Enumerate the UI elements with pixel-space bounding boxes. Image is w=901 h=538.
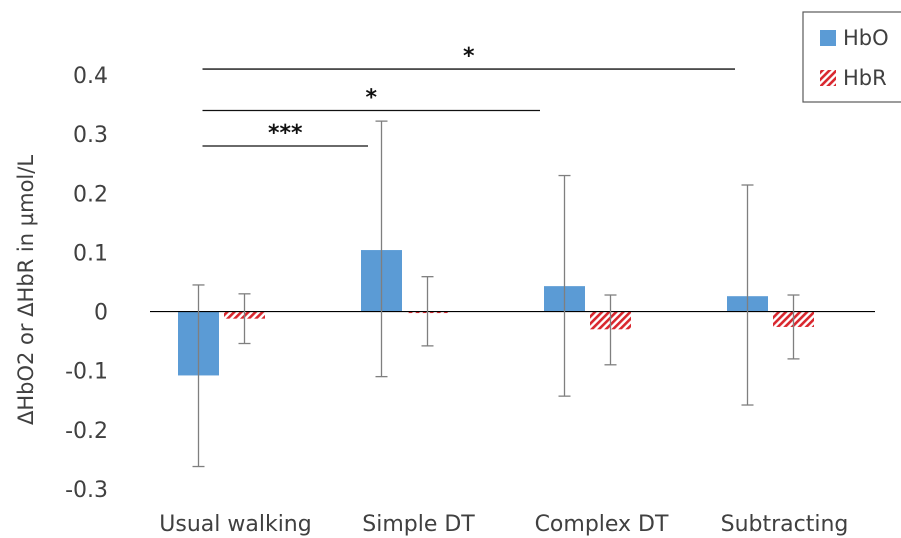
x-category-label: Usual walking <box>159 512 311 537</box>
legend-label: HbR <box>843 66 887 90</box>
bars <box>178 250 814 376</box>
y-axis: 0.4 0.3 0.2 0.1 0 -0.1 -0.2 -0.3 <box>65 64 108 503</box>
y-tick-label: 0.1 <box>73 241 108 266</box>
error-bars <box>192 120 800 468</box>
y-tick-label: 0 <box>94 301 108 326</box>
significance-label: * <box>463 44 475 69</box>
significance-label: * <box>365 85 377 110</box>
y-tick-label: 0.4 <box>73 64 108 89</box>
x-category-label: Simple DT <box>362 512 475 537</box>
y-tick-label: -0.2 <box>65 419 108 444</box>
y-tick-label: -0.1 <box>65 360 108 385</box>
y-tick-label: 0.3 <box>73 123 108 148</box>
y-tick-label: -0.3 <box>65 478 108 503</box>
legend: HbO HbR <box>802 11 901 103</box>
x-category-label: Subtracting <box>721 512 849 537</box>
legend-swatch-hbr <box>820 70 836 86</box>
y-axis-label: ΔHbO2 or ΔHbR in µmol/L <box>14 155 38 425</box>
legend-label: HbO <box>843 26 889 50</box>
legend-swatch-hbo <box>820 30 836 46</box>
significance-label: *** <box>268 121 303 146</box>
y-tick-label: 0.2 <box>73 182 108 207</box>
significance-brackets: ***** <box>202 44 735 147</box>
x-category-label: Complex DT <box>535 512 669 537</box>
legend-box <box>802 11 901 103</box>
x-axis-categories: Usual walking Simple DT Complex DT Subtract… <box>159 512 848 537</box>
